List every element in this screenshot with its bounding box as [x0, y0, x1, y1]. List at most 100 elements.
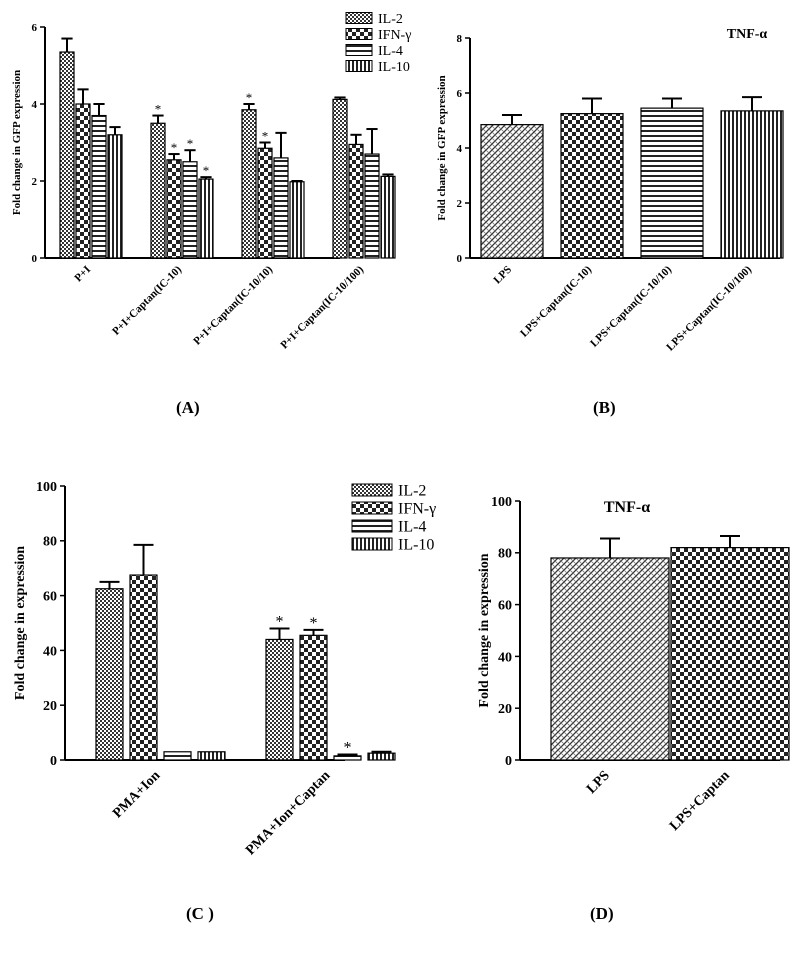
chart-title: TNF-α — [604, 499, 650, 516]
y-tick-label: 2 — [457, 198, 463, 210]
bar-a-ifn-4 — [348, 143, 364, 259]
panel-label-b: (B) — [593, 398, 616, 417]
y-tick-label: 4 — [457, 143, 463, 155]
chart-panel-d: 0 20 40 60 80 100 Fold change in expression LPS… — [477, 495, 790, 834]
x-tick-label: LPS+Captan(IC-10/10) — [588, 263, 674, 349]
significance-marker: * — [262, 129, 269, 144]
x-tick-label: P+I+Captan(IC-10/10) — [191, 263, 275, 347]
x-tick-label: PMA+Ion+Captan — [243, 768, 333, 858]
bar-a-il2-1 — [59, 51, 75, 259]
bar-a-il4-2 — [182, 161, 198, 259]
x-tick-label: LPS+Captan(IC-10/100) — [664, 263, 754, 353]
x-tick-label: LPS — [491, 264, 514, 287]
significance-marker: * — [246, 90, 253, 105]
y-tick-label: 100 — [491, 495, 512, 510]
bar-c-il2-1 — [95, 588, 124, 761]
legend-label: IL-10 — [378, 60, 410, 75]
y-axis-title: Fold change in expression — [477, 553, 492, 707]
y-tick-label: 0 — [505, 754, 512, 769]
legend-swatch — [351, 483, 393, 497]
bar-c-il10-1 — [197, 751, 226, 761]
significance-marker: * — [187, 136, 194, 151]
y-tick-label: 40 — [498, 650, 512, 665]
bar-b-tnf-3 — [640, 107, 704, 259]
legend-swatch — [345, 60, 373, 72]
legend-label: IFN-γ — [378, 28, 411, 43]
bar-a-il10-4 — [380, 175, 396, 259]
bar-a-il4-4 — [364, 153, 380, 259]
chart-panel-a: 0 2 4 6 Fold change in GFP expression * * * * * * P… — [11, 12, 411, 352]
significance-marker: * — [310, 615, 318, 632]
bar-c-il4-2 — [333, 755, 362, 761]
legend-label: IL-10 — [398, 537, 434, 554]
panel-label-d: (D) — [590, 904, 614, 923]
x-tick-label: LPS+Captan(IC-10) — [518, 263, 594, 339]
chart-title: TNF-α — [727, 27, 768, 42]
bar-d-tnf-1 — [550, 557, 670, 761]
legend-label: IL-2 — [398, 483, 426, 500]
legend-swatch — [345, 28, 373, 40]
x-tick-label: P+I+Captan(IC-10/100) — [278, 263, 366, 351]
legend-swatch — [351, 501, 393, 515]
significance-marker: * — [155, 102, 162, 117]
bar-b-tnf-4 — [720, 110, 784, 259]
bar-b-tnf-1 — [480, 124, 544, 259]
y-tick-label: 0 — [457, 253, 463, 265]
y-axis-title: Fold change in expression — [13, 546, 28, 700]
panel-label-c: (C ) — [186, 904, 214, 923]
y-tick-label: 6 — [457, 88, 463, 100]
bar-c-il10-2 — [367, 752, 396, 761]
bar-c-ifn-2 — [299, 634, 328, 761]
bar-a-il10-3 — [289, 181, 305, 259]
chart-panel-c: 0 20 40 60 80 100 Fold change in expression * * *… — [13, 480, 436, 858]
y-tick-label: 8 — [457, 33, 463, 45]
y-tick-label: 40 — [43, 644, 57, 659]
x-tick-label: P+I+Captan(IC-10) — [110, 263, 184, 337]
bar-a-il4-1 — [91, 114, 107, 259]
bar-a-ifn-3 — [257, 147, 273, 259]
legend-swatch — [345, 12, 373, 24]
x-tick-label: LPS — [584, 768, 613, 797]
panel-label-a: (A) — [176, 398, 200, 417]
legend-swatch — [351, 519, 393, 533]
legend-swatch — [345, 44, 373, 56]
y-tick-label: 20 — [498, 702, 512, 717]
y-tick-label: 60 — [498, 599, 512, 614]
y-tick-label: 80 — [43, 535, 57, 550]
significance-marker: * — [171, 140, 178, 155]
bar-a-il2-3 — [241, 109, 257, 259]
y-tick-label: 0 — [50, 754, 57, 769]
significance-marker: * — [276, 613, 284, 630]
bar-a-il4-3 — [273, 157, 289, 259]
y-tick-label: 4 — [32, 99, 38, 111]
bar-a-ifn-1 — [75, 103, 91, 259]
y-tick-label: 2 — [32, 176, 38, 188]
y-tick-label: 0 — [32, 253, 38, 265]
bar-b-tnf-2 — [560, 113, 624, 259]
x-tick-label: P+I — [72, 264, 93, 285]
x-tick-label: LPS+Captan — [667, 768, 733, 834]
bar-c-il2-2 — [265, 638, 294, 761]
significance-marker: * — [203, 163, 210, 178]
y-axis-title: Fold change in GFP expression — [436, 75, 448, 220]
significance-marker: * — [344, 740, 352, 757]
bar-a-il2-2 — [150, 122, 166, 259]
y-tick-label: 80 — [498, 547, 512, 562]
legend-label: IL-4 — [378, 44, 403, 59]
x-tick-label: PMA+Ion — [110, 768, 163, 821]
y-axis-title: Fold change in GFP expression — [11, 70, 23, 215]
bar-a-ifn-2 — [166, 159, 182, 259]
y-tick-label: 100 — [36, 480, 57, 495]
legend-label: IL-4 — [398, 519, 426, 536]
bar-c-il4-1 — [163, 751, 192, 761]
bar-a-il2-4 — [332, 98, 348, 259]
y-tick-label: 60 — [43, 590, 57, 605]
y-tick-label: 6 — [32, 22, 38, 34]
legend-label: IL-2 — [378, 12, 403, 27]
bar-a-il10-1 — [107, 134, 123, 259]
y-tick-label: 20 — [43, 699, 57, 714]
